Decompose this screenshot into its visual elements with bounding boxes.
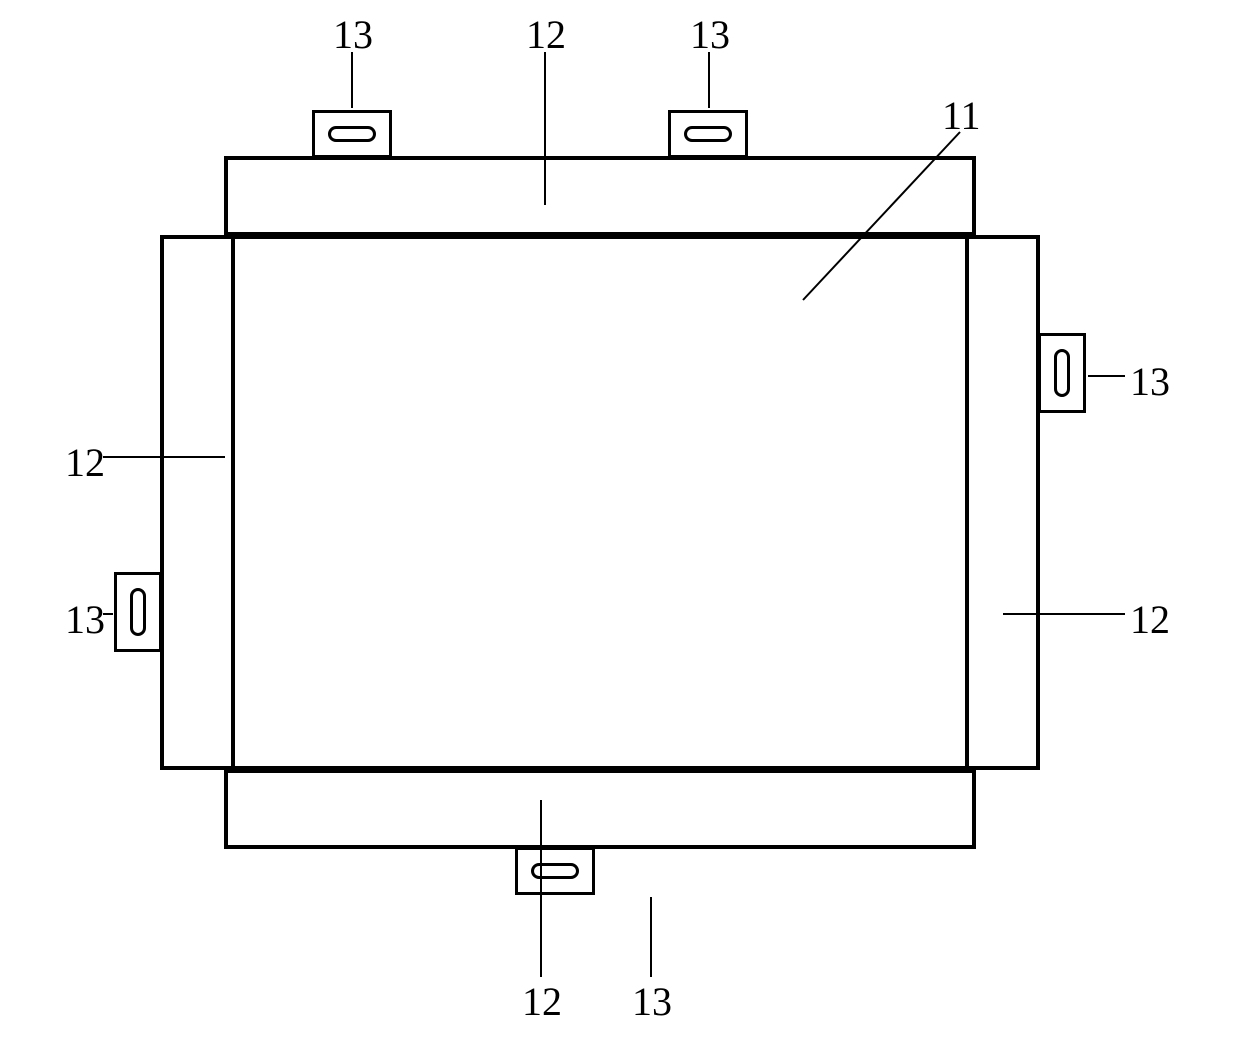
label-12-l: 12 [65, 443, 105, 483]
flap-top-12 [224, 156, 976, 236]
buckle-slot [684, 126, 732, 142]
label-13-r: 13 [1130, 362, 1170, 402]
buckle-right-13 [1038, 333, 1086, 413]
buckle-left-13 [114, 572, 162, 652]
label-13-b: 13 [632, 982, 672, 1022]
label-13-tl: 13 [333, 15, 373, 55]
buckle-slot [1054, 349, 1070, 397]
buckle-slot [531, 863, 579, 879]
label-13-l: 13 [65, 600, 105, 640]
diagram-stage: 13 12 13 11 13 12 12 13 12 13 [0, 0, 1240, 1040]
inner-rect-11 [160, 235, 1040, 770]
label-12-r: 12 [1130, 600, 1170, 640]
buckle-slot [328, 126, 376, 142]
label-13-tr: 13 [690, 15, 730, 55]
buckle-bottom-13 [515, 847, 595, 895]
label-12-t: 12 [526, 15, 566, 55]
label-12-b: 12 [522, 982, 562, 1022]
buckle-top-left-13 [312, 110, 392, 158]
buckle-slot [130, 588, 146, 636]
label-11: 11 [942, 96, 981, 136]
buckle-top-right-13 [668, 110, 748, 158]
flap-bottom-12 [224, 769, 976, 849]
